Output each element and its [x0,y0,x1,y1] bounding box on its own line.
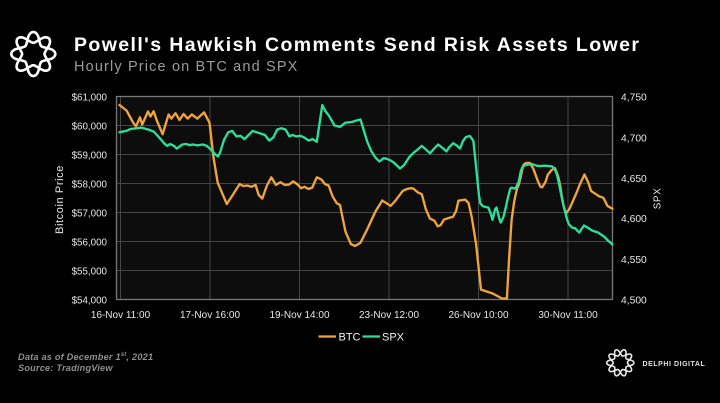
svg-text:4,500: 4,500 [621,296,647,307]
svg-text:SPX: SPX [382,332,405,344]
svg-text:16-Nov 11:00: 16-Nov 11:00 [91,310,151,321]
svg-text:26-Nov 10:00: 26-Nov 10:00 [448,310,508,321]
svg-text:BTC: BTC [339,332,361,344]
svg-text:DELPHI DIGITAL: DELPHI DIGITAL [643,361,706,368]
svg-text:4,650: 4,650 [621,174,647,185]
svg-text:17-Nov 16:00: 17-Nov 16:00 [180,310,240,321]
svg-text:$59,000: $59,000 [72,151,108,162]
svg-text:$57,000: $57,000 [72,209,108,220]
svg-text:$61,000: $61,000 [72,93,108,104]
svg-text:19-Nov 14:00: 19-Nov 14:00 [269,310,329,321]
svg-text:SPX: SPX [653,188,664,210]
svg-text:23-Nov 12:00: 23-Nov 12:00 [359,310,419,321]
svg-text:Bitcoin Price: Bitcoin Price [54,165,66,234]
svg-text:$60,000: $60,000 [72,122,108,133]
svg-text:$55,000: $55,000 [72,267,108,278]
svg-text:$56,000: $56,000 [72,238,108,249]
svg-text:4,600: 4,600 [621,214,647,225]
svg-text:4,550: 4,550 [621,255,647,266]
svg-text:$58,000: $58,000 [72,180,108,191]
svg-text:4,750: 4,750 [621,93,647,104]
svg-text:30-Nov 11:00: 30-Nov 11:00 [538,310,598,321]
svg-text:$54,000: $54,000 [72,296,108,307]
svg-text:4,700: 4,700 [621,133,647,144]
